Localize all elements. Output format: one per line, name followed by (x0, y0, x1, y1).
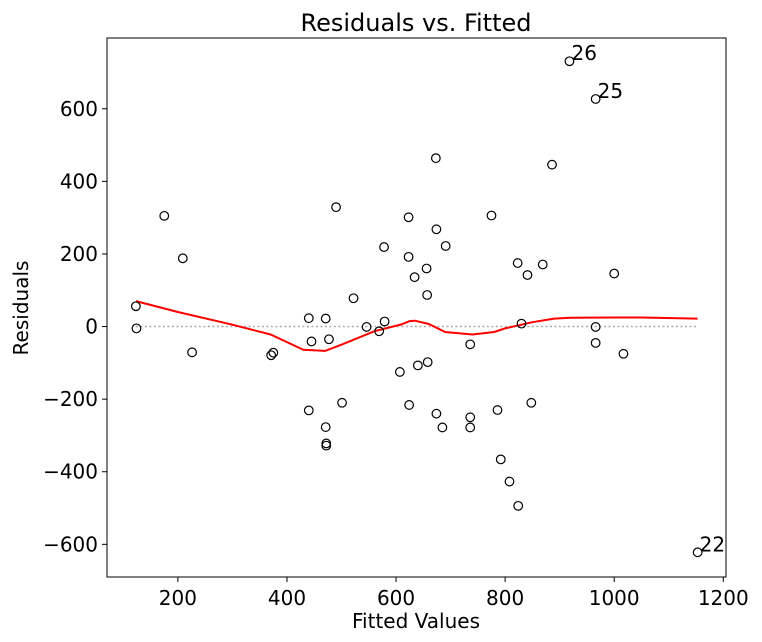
residual-point (522, 270, 533, 280)
y-tick-label: 200 (60, 242, 98, 266)
x-tick-label: 800 (486, 586, 524, 610)
residual-point (374, 326, 385, 337)
residual-point (422, 290, 433, 300)
point-annotation: 25 (598, 79, 623, 103)
residual-point (187, 347, 197, 358)
residual-point (404, 400, 415, 410)
residual-point (306, 336, 317, 347)
residual-point (409, 272, 420, 283)
x-tick-label: 200 (159, 586, 197, 610)
residual-point (321, 440, 332, 451)
plot-area (107, 38, 726, 577)
residual-point (692, 547, 703, 558)
x-tick-label: 600 (377, 586, 415, 610)
residual-point (564, 56, 575, 67)
residual-point (431, 224, 442, 235)
residual-point (421, 263, 432, 274)
residual-point (440, 241, 451, 251)
residual-point (348, 293, 359, 304)
residual-point (361, 322, 372, 332)
residual-point (465, 339, 476, 350)
residual-point (437, 422, 448, 433)
residual-point (320, 422, 331, 432)
residual-point (609, 268, 620, 279)
x-tick-label: 400 (268, 586, 306, 610)
residual-point (131, 301, 141, 312)
residual-point (430, 153, 441, 164)
residual-point (513, 500, 524, 511)
residual-point (590, 322, 601, 332)
point-annotation: 26 (571, 41, 596, 65)
residual-point (431, 408, 442, 419)
residual-point (547, 159, 557, 170)
residual-point (412, 360, 423, 371)
residual-point (618, 348, 629, 359)
y-tick-label: −400 (43, 460, 98, 484)
residual-point (303, 405, 314, 416)
residual-point (422, 357, 433, 368)
residual-point (303, 313, 314, 324)
residual-point (512, 258, 523, 268)
x-tick-label: 1200 (698, 586, 749, 610)
residual-point (526, 397, 537, 408)
residual-point (403, 212, 414, 223)
residual-point (266, 350, 277, 361)
y-tick-label: 0 (85, 315, 98, 339)
residual-point (465, 412, 476, 423)
residual-point (131, 323, 142, 334)
y-tick-label: 600 (60, 97, 98, 121)
residual-point (331, 202, 341, 213)
y-axis-label: Residuals (9, 261, 33, 356)
residual-point (504, 476, 515, 487)
plot-frame (106, 37, 727, 578)
y-tick-label: −600 (43, 532, 98, 556)
residual-point (495, 454, 506, 465)
residual-point (177, 253, 188, 264)
residual-point (337, 397, 347, 408)
smooth-trend-line (135, 300, 698, 352)
point-annotation: 22 (700, 532, 725, 556)
residual-point (516, 318, 527, 329)
residual-point (537, 259, 548, 270)
residual-point (324, 334, 334, 345)
residual-point (403, 251, 414, 262)
residual-point (320, 313, 331, 324)
x-axis-label: Fitted Values (352, 609, 480, 633)
residual-point (159, 210, 170, 221)
residual-point (465, 422, 476, 433)
residual-point (590, 337, 601, 348)
residual-point (492, 405, 503, 415)
residual-point (394, 367, 405, 377)
chart-title: Residuals vs. Fitted (301, 9, 532, 37)
x-tick-label: 1000 (589, 586, 640, 610)
residual-point (486, 210, 497, 221)
residual-point (379, 242, 389, 252)
residual-point (590, 94, 601, 104)
y-tick-label: −200 (43, 387, 98, 411)
y-tick-label: 400 (60, 169, 98, 193)
residual-point (268, 347, 279, 358)
residual-point (379, 316, 390, 327)
